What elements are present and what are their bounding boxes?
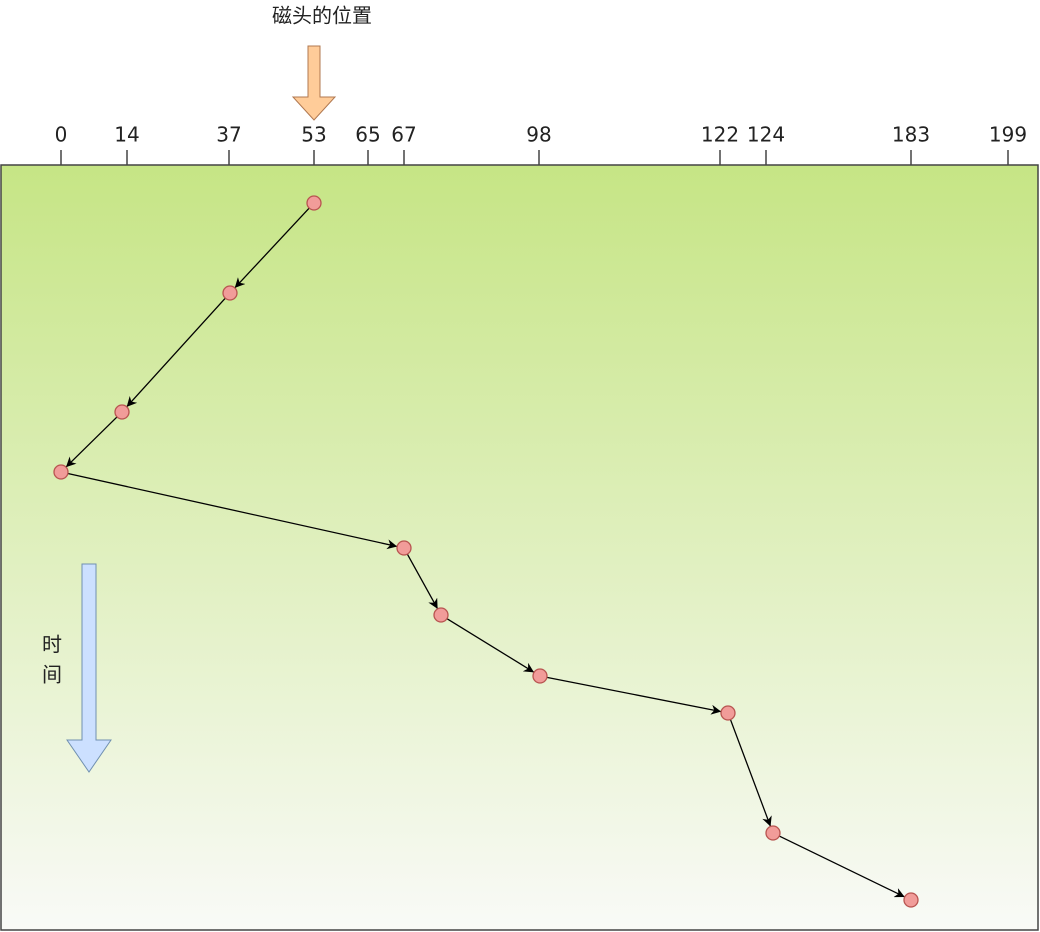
seek-arrow (234, 207, 310, 289)
seek-arrow (446, 618, 535, 673)
tick-label: 199 (989, 123, 1027, 147)
request-node (306, 195, 322, 211)
panel (0, 164, 1039, 931)
request-node (222, 285, 238, 301)
request-node (53, 464, 69, 480)
tick-label: 124 (747, 123, 785, 147)
tick-label: 65 (355, 123, 380, 147)
time-label: 间 (42, 663, 62, 687)
seek-arrow (126, 297, 226, 408)
seek-arrow (546, 676, 722, 715)
request-node (396, 540, 412, 556)
seek-arrow (65, 416, 118, 468)
tick-label: 37 (216, 123, 241, 147)
tick-label: 0 (55, 123, 68, 147)
time-label: 时 (42, 633, 62, 657)
head-arrow (291, 45, 337, 121)
request-node (720, 705, 736, 721)
seek-arrow (67, 472, 398, 550)
request-node (114, 404, 130, 420)
seek-arrow (729, 719, 772, 827)
tick-label: 53 (301, 123, 326, 147)
time-arrow (66, 563, 112, 773)
tick-label: 67 (391, 123, 416, 147)
request-node (903, 892, 919, 908)
request-node (433, 607, 449, 623)
request-node (532, 668, 548, 684)
seek-arrow (779, 835, 905, 898)
tick-label: 98 (526, 123, 551, 147)
request-node (765, 825, 781, 841)
head-label: 磁头的位置 (272, 4, 372, 28)
seek-arrow (406, 553, 439, 610)
tick-label: 183 (892, 123, 930, 147)
tick-label: 122 (701, 123, 739, 147)
tick-label: 14 (114, 123, 139, 147)
